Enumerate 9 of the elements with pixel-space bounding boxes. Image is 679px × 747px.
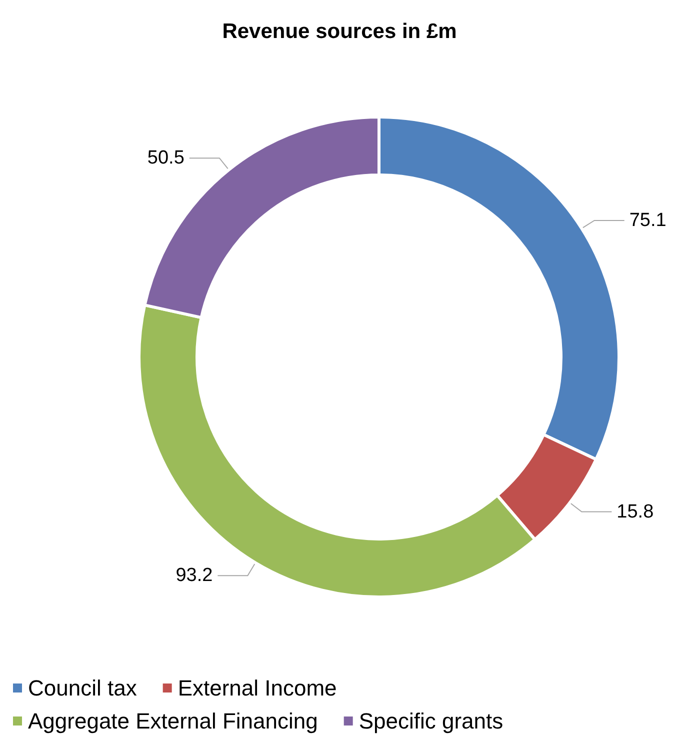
data-label: 75.1 bbox=[629, 210, 666, 231]
data-label: 93.2 bbox=[176, 565, 213, 586]
legend-label: External Income bbox=[178, 676, 337, 700]
legend-label: Specific grants bbox=[358, 708, 504, 734]
chart-title: Revenue sources in £m bbox=[222, 20, 457, 43]
data-label: 50.5 bbox=[147, 148, 184, 169]
data-label: 15.8 bbox=[616, 501, 654, 522]
legend-label: Council tax bbox=[28, 676, 137, 700]
legend-label: Aggregate External Financing bbox=[28, 708, 318, 734]
